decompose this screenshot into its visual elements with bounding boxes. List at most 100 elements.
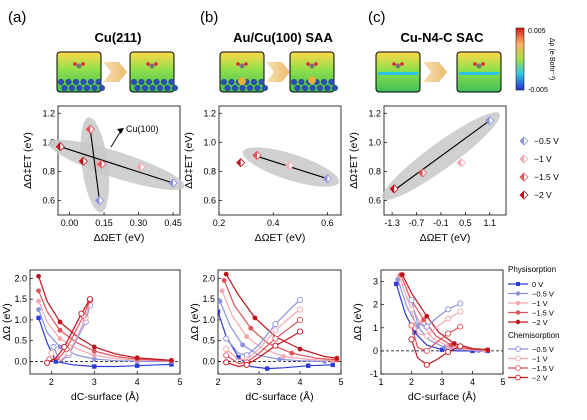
line-b-marker xyxy=(236,355,241,360)
scatter-a-frame xyxy=(57,105,181,216)
line-a-marker xyxy=(57,336,63,342)
line-a-marker xyxy=(169,362,174,367)
line-legend-marker xyxy=(515,355,521,362)
adsorbate-atom xyxy=(239,63,245,69)
line-a-marker xyxy=(134,355,140,361)
adsorbate-atom xyxy=(395,63,401,69)
line-a-marker xyxy=(48,350,55,357)
line-c-ytick-label: 1 xyxy=(373,323,378,333)
line-c-marker xyxy=(457,323,464,330)
charge-density-images xyxy=(56,51,502,93)
line-c-ytick-label: 2 xyxy=(373,300,378,310)
scatter-a-ylabel: ΔΩ‡ET (eV) xyxy=(22,132,34,189)
line-legend-marker xyxy=(516,282,520,286)
line-c-series-phys xyxy=(397,279,479,352)
line-legend-label: −1.5 V xyxy=(532,309,554,318)
scatter-b-xtick-label: 0.6 xyxy=(321,218,334,228)
surface-atom xyxy=(138,78,145,85)
line-legend-label: −1 V xyxy=(532,299,548,308)
line-b-marker xyxy=(281,354,286,359)
colorbar-title: Δρ (e·Bohr⁻³) xyxy=(548,38,555,80)
surface-atom xyxy=(76,84,83,91)
scatter-a-point-fill xyxy=(79,157,84,166)
scatter-a-point-fill xyxy=(169,179,174,188)
scatter-a-xtick-label: 0.30 xyxy=(130,218,148,228)
adsorbate-atom xyxy=(309,63,315,69)
scatter-legend-marker-fill xyxy=(520,155,524,163)
line-c-series-phys xyxy=(395,283,488,352)
surface-atom xyxy=(309,84,316,91)
surface-atom xyxy=(61,84,68,91)
line-b-ytick-label: 0.0 xyxy=(202,357,215,367)
surface-atom xyxy=(294,84,301,91)
scatter-b-frame xyxy=(218,105,342,216)
scatter-a-ytick-label: 0.6 xyxy=(42,195,55,205)
scatter-a-point xyxy=(168,178,178,188)
line-a-marker xyxy=(91,356,97,362)
scatter-a-fit-line xyxy=(89,129,100,201)
surface-atom xyxy=(258,78,265,85)
line-legend-label: −0.5 V xyxy=(532,290,554,299)
scatter-c-ytick-label: 0.8 xyxy=(368,166,381,176)
line-c-marker xyxy=(408,296,415,304)
transition-arrow xyxy=(266,62,290,82)
line-b-frame xyxy=(217,269,342,375)
scatter-a-xtick-label: 0.15 xyxy=(95,218,113,228)
adsorbate-atom xyxy=(481,62,485,66)
line-chart-c: 1 2 3 4 5 -1 0 1 2 3 dC-surface (Å) ΔΩ (eV) xyxy=(352,269,506,403)
scatter-legend-marker-fill xyxy=(520,137,524,145)
line-b-marker xyxy=(277,357,282,362)
scatter-c-xtick-label: -0.7 xyxy=(409,218,425,228)
scatter-b-point xyxy=(236,158,246,168)
scatter-a-point xyxy=(55,142,65,152)
line-a-ytick-label: 0.0 xyxy=(14,357,27,367)
line-a-marker xyxy=(57,344,63,350)
line-legend-marker xyxy=(515,291,521,296)
line-a-plot-area xyxy=(36,273,174,369)
gold-atom xyxy=(238,77,246,85)
scatter-a-point-fill xyxy=(56,142,61,151)
scatter-a-xlabel: ΔΩET (eV) xyxy=(94,232,145,244)
line-c-marker xyxy=(457,300,464,307)
line-b-marker xyxy=(330,362,335,368)
panel-label-c: (c) xyxy=(368,9,386,26)
scatter-b-ytick-label: 1.0 xyxy=(203,137,216,147)
line-legend-label: −2 V xyxy=(532,318,548,327)
line-b-marker xyxy=(289,350,295,356)
surface-atom xyxy=(328,78,335,85)
line-a-frame xyxy=(29,269,181,375)
line-a-marker xyxy=(91,352,97,358)
line-b-marker xyxy=(223,345,230,353)
line-b-series-phys xyxy=(219,300,325,363)
line-b-marker xyxy=(218,309,221,314)
line-b-series-chem xyxy=(225,299,301,356)
line-b-marker xyxy=(296,306,304,313)
transition-arrow xyxy=(423,62,447,82)
line-c-marker xyxy=(423,361,430,368)
line-chart-b: 2 3 4 5 0.0 0.5 1.0 1.5 2.0 dC-surface (Å) ΔΩ (eV) xyxy=(189,269,344,403)
surface-atom xyxy=(134,84,141,91)
line-b-marker xyxy=(306,363,311,368)
line-b-marker xyxy=(223,271,229,277)
line-c-series-phys xyxy=(398,275,485,351)
line-c-series-phys xyxy=(401,274,488,351)
surface-atom xyxy=(324,84,331,91)
adsorbate-atom xyxy=(476,63,482,69)
line-a-xtick-label: 4 xyxy=(135,377,140,387)
line-b-ytick-label: 1.5 xyxy=(202,294,215,304)
line-a-ytick-label: 2.0 xyxy=(14,273,27,283)
line-c-marker xyxy=(457,343,464,350)
line-b-marker xyxy=(272,321,279,328)
surface-atom xyxy=(220,78,227,85)
adsorbate-atom xyxy=(149,63,155,69)
surface-atom xyxy=(228,78,235,85)
line-chart-a: 2 3 4 5 0.0 0.5 1.0 1.5 2.0 dC-surface (Å) ΔΩ (eV) xyxy=(1,269,183,403)
line-c-marker xyxy=(412,330,417,335)
line-c-xtick-label: 4 xyxy=(470,377,475,387)
scatter-a-ytick-label: 1.0 xyxy=(42,137,55,147)
surface-atom xyxy=(68,84,75,91)
line-a-marker xyxy=(57,319,63,325)
line-a-xtick-label: 3 xyxy=(92,377,97,387)
scatter-c-point xyxy=(485,115,495,126)
surface-atom xyxy=(164,84,171,91)
